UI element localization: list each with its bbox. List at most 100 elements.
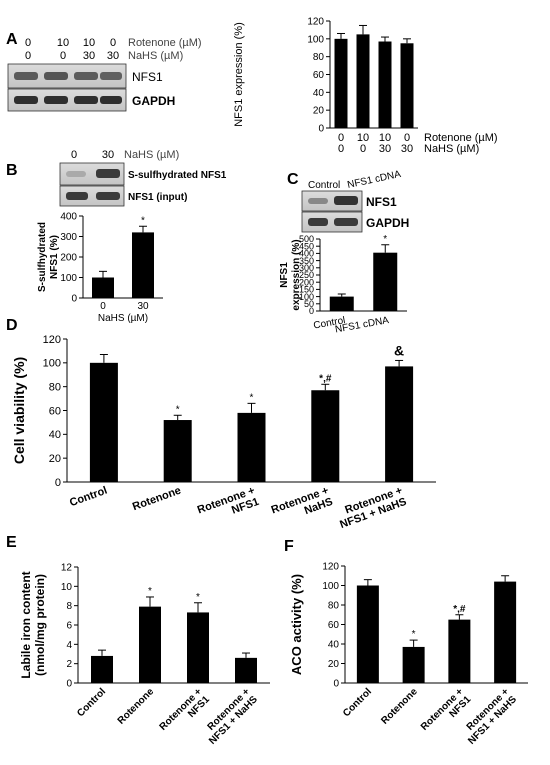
blot-label-nfs1: NFS1 xyxy=(132,70,163,84)
blot-band xyxy=(66,171,86,177)
y-tick-label: 100 xyxy=(307,34,324,45)
blot-label-gapdh: GAPDH xyxy=(132,94,175,108)
blot-label-gapdh: GAPDH xyxy=(366,216,409,230)
blot-band xyxy=(100,72,122,80)
y-tick-label: 400 xyxy=(60,212,77,223)
treatment-label: NaHS (µM) xyxy=(128,50,183,62)
y-tick-label: 250 xyxy=(299,270,314,280)
bar xyxy=(378,41,392,129)
blot-band xyxy=(334,196,358,205)
y-tick-label: 50 xyxy=(304,299,314,309)
y-tick-label: 100 xyxy=(299,292,314,302)
x-tick-label: 10 xyxy=(357,132,369,144)
y-tick-label: 120 xyxy=(322,562,339,573)
blot-band xyxy=(96,169,120,178)
bar xyxy=(400,43,414,128)
blot-strip xyxy=(59,162,125,186)
western-blot-b xyxy=(59,162,125,207)
x-row-label: Rotenone (µM) xyxy=(424,132,498,144)
y-tick-label: 0 xyxy=(55,477,61,489)
blot-band xyxy=(74,96,98,104)
bar xyxy=(329,296,354,311)
x-tick-label: 30 xyxy=(379,143,391,155)
y-tick-label: 40 xyxy=(328,640,340,651)
y-tick-label: 60 xyxy=(313,70,325,81)
y-axis-label: NFS1 (%) xyxy=(49,235,60,279)
blot-band xyxy=(66,192,88,200)
lane-label: 0 xyxy=(25,50,31,62)
x-tick-label: 0 xyxy=(404,132,410,144)
y-tick-label: 0 xyxy=(333,679,339,690)
y-axis-label: NFS1 expression (%) xyxy=(233,22,245,127)
y-tick-label: 20 xyxy=(49,453,61,465)
lane-label: 10 xyxy=(57,37,69,49)
x-row-label: NaHS (µM) xyxy=(424,143,479,155)
y-axis-label: Labile iron content xyxy=(19,571,33,678)
significance-mark: * xyxy=(383,234,387,245)
x-tick-label: Rotenone xyxy=(379,686,420,727)
y-tick-label: 2 xyxy=(66,659,72,670)
lane-label: NFS1 cDNA xyxy=(346,169,402,191)
y-tick-label: 350 xyxy=(299,256,314,266)
significance-mark: * xyxy=(176,404,180,415)
y-tick-label: 300 xyxy=(299,263,314,273)
y-tick-label: 60 xyxy=(49,405,61,417)
bar xyxy=(89,362,118,482)
bar xyxy=(92,277,114,298)
western-blot-a xyxy=(7,63,127,112)
bar xyxy=(91,655,113,683)
y-tick-label: 450 xyxy=(299,241,314,251)
y-tick-label: 80 xyxy=(328,601,340,612)
blot-label-nfs1: NFS1 xyxy=(366,195,397,209)
lane-label: 0 xyxy=(60,50,66,62)
significance-mark: * xyxy=(412,629,416,640)
y-tick-label: 100 xyxy=(60,273,77,284)
x-tick-label: 0 xyxy=(100,301,106,312)
blot-band xyxy=(74,72,98,80)
chart-b-s-sulfhydrated: 0 100 200 300 400 S-sulfhydrated NFS1 (%) * 0 30N… xyxy=(37,212,163,324)
panel-letter-c: C xyxy=(287,171,299,188)
significance-mark: * xyxy=(250,392,254,403)
bar xyxy=(163,420,192,482)
y-axis-label: (nmol/mg protein) xyxy=(33,574,47,676)
y-axis-label: ACO activity (%) xyxy=(289,574,304,675)
y-tick-label: 6 xyxy=(66,621,72,632)
blot-band xyxy=(96,192,120,200)
panel-letter-d: D xyxy=(6,317,18,334)
y-tick-label: 8 xyxy=(66,601,72,612)
y-tick-label: 120 xyxy=(307,17,324,28)
lane-label: 10 xyxy=(83,37,95,49)
x-tick-label: Control xyxy=(75,686,108,719)
chart-d-cell-viability: 0 20 40 60 80 100 120 Cell viability (%) * * *,# & C… xyxy=(11,334,436,531)
y-tick-label: 0 xyxy=(66,679,72,690)
y-tick-label: 100 xyxy=(322,581,339,592)
panel-letter-f: F xyxy=(284,538,294,555)
y-tick-label: 4 xyxy=(66,640,72,651)
y-tick-label: 0 xyxy=(318,124,324,135)
y-tick-label: 0 xyxy=(309,306,314,316)
y-tick-label: 120 xyxy=(43,334,61,346)
y-axis-label: expression (%) xyxy=(291,239,302,310)
x-tick-label: 30 xyxy=(401,143,413,155)
significance-mark: * xyxy=(196,592,200,603)
y-tick-label: 20 xyxy=(328,659,340,670)
lane-label: 0 xyxy=(25,37,31,49)
x-tick-label: 30 xyxy=(137,301,149,312)
y-tick-label: 0 xyxy=(71,294,77,305)
bar xyxy=(187,612,209,683)
y-axis-label: S-sulfhydrated xyxy=(37,222,48,292)
y-tick-label: 10 xyxy=(61,582,73,593)
panel-letter-e: E xyxy=(6,534,17,551)
significance-mark: & xyxy=(394,342,404,358)
y-tick-label: 20 xyxy=(313,106,325,117)
bar xyxy=(373,252,398,311)
x-tick-label: Control xyxy=(68,485,109,510)
y-tick-label: 100 xyxy=(43,358,61,370)
y-tick-label: 300 xyxy=(60,232,77,243)
bar xyxy=(139,606,161,683)
y-tick-label: 12 xyxy=(61,563,73,574)
y-tick-label: 80 xyxy=(49,382,61,394)
significance-mark: * xyxy=(148,586,152,597)
lane-label: Control xyxy=(308,180,340,191)
